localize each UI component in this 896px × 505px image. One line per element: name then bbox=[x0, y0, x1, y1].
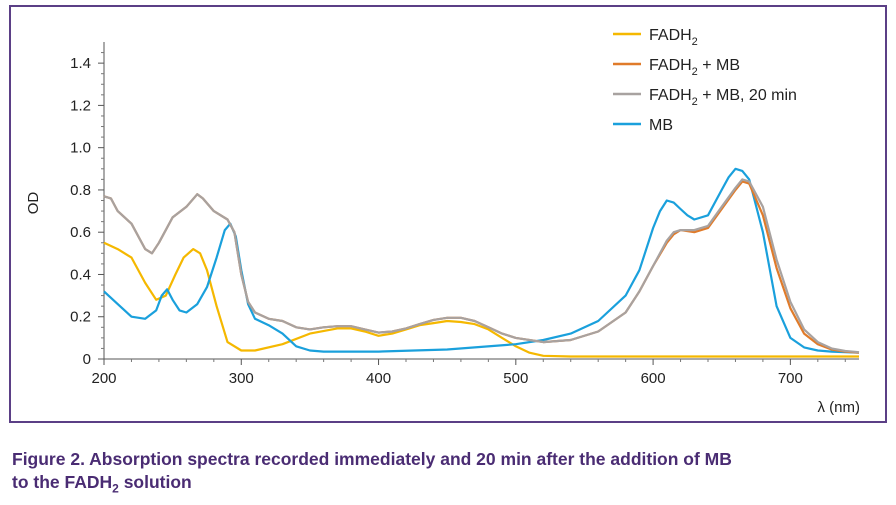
caption-line-1: Figure 2. Absorption spectra recorded im… bbox=[12, 449, 732, 469]
legend-label: FADH2 bbox=[649, 27, 698, 48]
y-tick-label: 1.4 bbox=[70, 55, 91, 72]
series-line-fadh2 bbox=[103, 241, 859, 358]
legend-label: FADH2 + MB, 20 min bbox=[649, 87, 797, 108]
series-group bbox=[103, 167, 860, 358]
x-tick-label: 300 bbox=[229, 370, 254, 387]
figure-caption: Figure 2. Absorption spectra recorded im… bbox=[12, 448, 892, 501]
legend-label-main: MB bbox=[649, 117, 673, 134]
y-axis-title: OD bbox=[25, 192, 42, 215]
y-tick-label: 0.4 bbox=[70, 266, 91, 283]
legend-label-sub: 2 bbox=[692, 96, 698, 108]
legend-label-sub: 2 bbox=[692, 66, 698, 78]
axis-ticks: 200 300 400 500 600 700 0 0.2 0.4 0.6 0.8 1.0 1.2 1.4 bbox=[70, 52, 846, 387]
caption-line-2-suffix: solution bbox=[118, 472, 192, 492]
legend-label-main: FADH bbox=[649, 87, 692, 104]
legend-label: MB bbox=[649, 117, 673, 134]
x-tick-label: 200 bbox=[91, 370, 116, 387]
series-line-fadh2-mb-20-min bbox=[103, 178, 860, 354]
x-tick-label: 500 bbox=[503, 370, 528, 387]
x-tick-label: 400 bbox=[366, 370, 391, 387]
y-tick-label: 0 bbox=[83, 351, 91, 368]
y-tick-label: 0.2 bbox=[70, 309, 91, 326]
legend-label-main: FADH bbox=[649, 57, 692, 74]
caption-line-2: to the FADH2 solution bbox=[12, 471, 892, 501]
x-axis-title: λ (nm) bbox=[818, 399, 861, 416]
absorption-chart: 200 300 400 500 600 700 0 0.2 0.4 0.6 0.8 1.0 1.2 1.4… bbox=[25, 27, 861, 416]
legend-label-sub: 2 bbox=[692, 36, 698, 48]
legend-label-rest: + MB, 20 min bbox=[698, 87, 797, 104]
legend-label-main: FADH bbox=[649, 27, 692, 44]
legend-label: FADH2 + MB bbox=[649, 57, 740, 78]
legend-label-rest: + MB bbox=[698, 57, 740, 74]
figure-frame: 200 300 400 500 600 700 0 0.2 0.4 0.6 0.8 1.0 1.2 1.4… bbox=[9, 5, 887, 423]
series-line-mb bbox=[103, 167, 860, 354]
y-tick-label: 1.0 bbox=[70, 140, 91, 157]
caption-line-2-sub: 2 bbox=[112, 481, 119, 496]
y-tick-label: 0.8 bbox=[70, 182, 91, 199]
y-tick-label: 1.2 bbox=[70, 97, 91, 114]
x-tick-label: 600 bbox=[641, 370, 666, 387]
y-tick-label: 0.6 bbox=[70, 224, 91, 241]
x-tick-label: 700 bbox=[778, 370, 803, 387]
caption-line-2-prefix: to the FADH bbox=[12, 472, 113, 492]
